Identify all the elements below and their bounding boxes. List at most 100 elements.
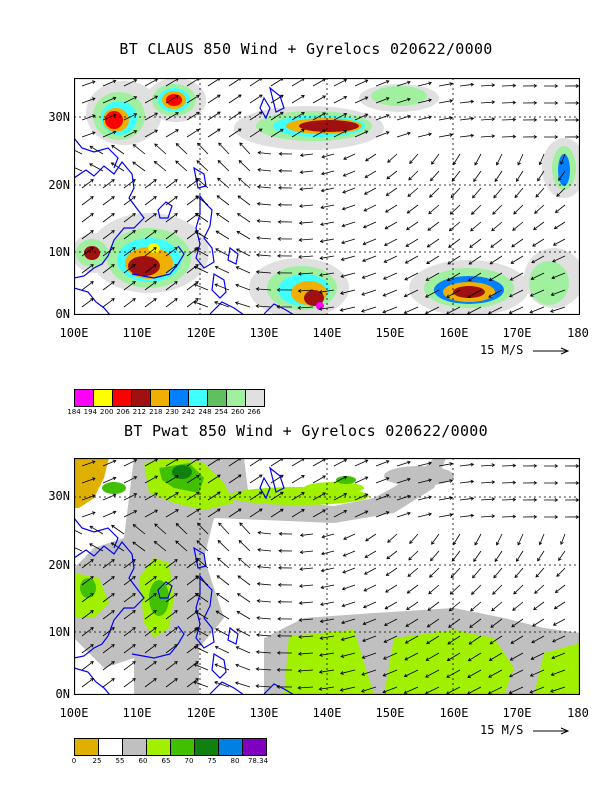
wind-vector xyxy=(216,593,230,603)
panel1-xtick: 140E xyxy=(312,326,342,340)
wind-vector xyxy=(194,663,209,671)
wind-vector xyxy=(249,491,263,501)
wind-vector xyxy=(238,177,251,189)
wind-vector xyxy=(257,566,272,569)
wind-vector-head xyxy=(175,129,179,133)
wind-vector xyxy=(494,170,503,182)
wind-vector-head xyxy=(534,210,538,214)
wind-vector xyxy=(236,266,251,274)
wind-vector xyxy=(438,100,453,104)
wind-vector-head xyxy=(449,479,454,483)
wind-vector xyxy=(450,567,461,578)
wind-vector-head xyxy=(553,605,558,610)
wind-vector-head xyxy=(258,128,263,132)
wind-vector xyxy=(123,678,136,688)
wind-vector xyxy=(175,540,188,552)
colorbar-label: 70 xyxy=(184,757,194,765)
wind-vector-head xyxy=(153,247,157,251)
colorbar-swatch xyxy=(93,389,113,407)
wind-vector-head xyxy=(508,310,513,314)
wind-vector-head xyxy=(429,194,433,198)
wind-vector xyxy=(123,247,136,257)
wind-vector xyxy=(450,204,461,215)
wind-vector-head xyxy=(517,541,521,546)
wind-vector-head xyxy=(255,270,260,274)
wind-vector-head xyxy=(195,213,199,217)
wind-vector xyxy=(354,510,368,518)
wind-vector-head xyxy=(449,99,454,103)
colorbar-swatch xyxy=(169,389,189,407)
wind-vector-head xyxy=(493,194,497,199)
wind-vector-head xyxy=(474,161,478,166)
wind-vector-head xyxy=(299,187,303,191)
wind-vector-head xyxy=(382,673,387,677)
wind-vector xyxy=(154,523,167,535)
wind-vector xyxy=(552,635,566,643)
wind-vector-head xyxy=(195,678,199,682)
panel2-frame xyxy=(74,458,580,695)
wind-vector xyxy=(446,289,461,298)
wind-vector-head xyxy=(111,196,115,200)
wind-vector-head xyxy=(551,275,556,280)
wind-vector xyxy=(438,463,453,467)
wind-vector-head xyxy=(449,133,454,137)
wind-vector-head xyxy=(406,210,411,214)
panel2-ytick: 0N xyxy=(55,687,70,701)
wind-vector-head xyxy=(319,273,323,277)
wind-vector-head xyxy=(490,624,494,628)
panel1-title: BT CLAUS 850 Wind + Gyrelocs 020622/0000 xyxy=(119,40,493,58)
wind-vector xyxy=(405,635,419,644)
wind-vector xyxy=(215,646,230,654)
wind-vector xyxy=(449,221,461,232)
wind-vector-head xyxy=(535,194,540,198)
wind-vector-head xyxy=(276,287,281,292)
wind-vector xyxy=(446,686,461,695)
wind-vector xyxy=(196,557,209,569)
wind-vector-head xyxy=(322,492,327,496)
wind-vector xyxy=(102,661,115,671)
wind-vector-head xyxy=(512,100,517,105)
panel1-cloud-fields xyxy=(74,78,580,315)
wind-vector-head xyxy=(575,135,580,139)
wind-vector xyxy=(407,204,419,214)
wind-vector-head xyxy=(301,492,305,496)
wind-vector-head xyxy=(256,633,260,637)
wind-vector xyxy=(383,255,398,263)
wind-vector-head xyxy=(197,522,201,527)
wind-vector xyxy=(256,237,272,240)
wind-vector-head xyxy=(154,95,159,99)
wind-vector-head xyxy=(276,650,281,655)
wind-vector-head xyxy=(407,511,411,516)
wind-vector xyxy=(480,464,495,467)
wind-vector xyxy=(165,475,179,484)
wind-vector-head xyxy=(428,210,432,215)
wind-vector-head xyxy=(299,153,304,158)
wind-vector-head xyxy=(556,193,560,197)
wind-vector-head xyxy=(512,607,516,611)
wind-vector-head xyxy=(449,496,454,500)
wind-vector-head xyxy=(280,491,284,496)
wind-vector xyxy=(207,508,221,518)
wind-vector-head xyxy=(428,461,432,466)
wind-vector xyxy=(467,289,482,298)
wind-vector xyxy=(375,477,390,484)
wind-vector-head xyxy=(487,310,492,315)
wind-vector-head xyxy=(383,639,388,643)
wind-vector xyxy=(215,266,230,274)
panel1-colorbar xyxy=(74,389,265,407)
wind-vector-head xyxy=(215,610,220,614)
wind-vector-head xyxy=(297,288,302,293)
wind-vector xyxy=(492,204,503,215)
wind-vector-head xyxy=(448,624,452,628)
wind-vector xyxy=(474,153,482,166)
wind-vector-head xyxy=(361,292,365,296)
wind-vector xyxy=(165,213,178,223)
wind-vector-head xyxy=(237,195,242,199)
wind-vector xyxy=(427,238,440,248)
wind-vector xyxy=(235,284,251,291)
wind-vector-head xyxy=(90,264,94,268)
wind-vector xyxy=(194,646,209,654)
wind-vector xyxy=(123,130,137,138)
wind-vector-head xyxy=(132,576,136,580)
wind-vector xyxy=(218,522,230,535)
